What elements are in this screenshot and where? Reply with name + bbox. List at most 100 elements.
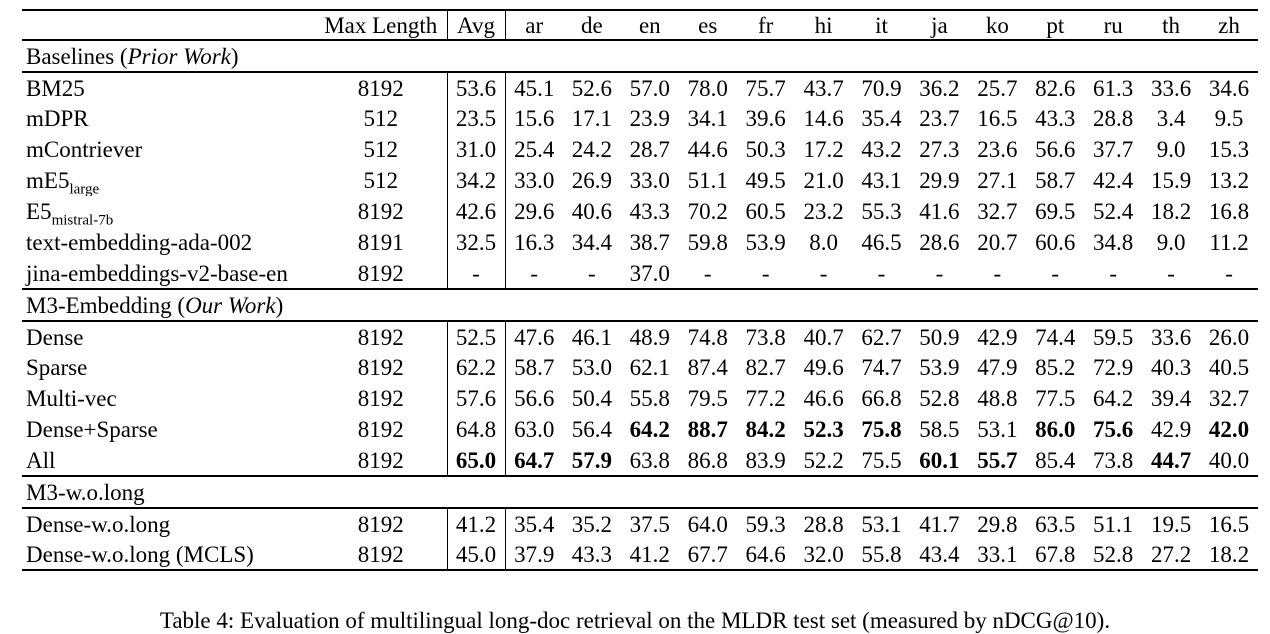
score-value: 74.8 [687, 324, 728, 350]
section-header: M3-w.o.long [26, 479, 145, 505]
table-header-row: Max Length Avg ar de en es fr hi it ja k… [22, 10, 1258, 40]
score-value: 77.5 [1035, 386, 1076, 411]
score-value: 66.8 [861, 386, 902, 411]
model-name: Dense-w.o.long [26, 511, 171, 537]
score-value: 44.6 [687, 137, 728, 162]
score-value: 26.9 [571, 168, 612, 193]
score-value: 40.3 [1150, 355, 1192, 380]
score-value: 75.7 [745, 75, 786, 101]
score-value: 57.0 [629, 75, 670, 101]
score-value: 64.2 [629, 417, 670, 442]
score-value: 49.5 [745, 168, 786, 193]
score-value: 52.8 [919, 386, 960, 411]
max-length-value: 8192 [357, 386, 404, 411]
score-value: 16.5 [977, 106, 1018, 131]
score-value: 56.4 [571, 417, 612, 442]
score-value: 74.4 [1035, 324, 1076, 350]
score-value: 82.6 [1035, 75, 1076, 101]
score-value: 53.1 [861, 511, 902, 537]
model-name-subscript: large [69, 181, 100, 196]
model-name: Dense+Sparse [26, 417, 158, 442]
column-header-lang: it [875, 12, 888, 38]
model-name-subscript: mistral-7b [51, 212, 114, 227]
score-value: 34.4 [571, 230, 612, 255]
score-value: 43.3 [1035, 106, 1076, 131]
score-value: 50.9 [919, 324, 960, 350]
score-value: 69.5 [1035, 199, 1076, 224]
score-value: 72.9 [1093, 355, 1134, 380]
score-value: 85.2 [1035, 355, 1076, 380]
table-row: mDPR 512 23.5 15.6 17.1 23.9 34.1 39.6 14.6 35.4 2… [22, 103, 1258, 134]
score-value: 17.2 [803, 137, 844, 162]
table-row: mE5large 512 34.2 33.0 26.9 33.0 51.1 49.5 21.0 4… [22, 165, 1258, 196]
score-value: 58.7 [504, 352, 563, 383]
score-value: 29.6 [504, 196, 563, 227]
column-header-lang: ko [985, 12, 1009, 38]
column-header-lang: es [698, 12, 718, 38]
score-value: 64.6 [745, 541, 786, 567]
score-value: 40.6 [571, 199, 612, 224]
table-row: BM25 8192 53.6 45.1 52.6 57.0 78.0 75.7 43.7 70.9… [22, 72, 1258, 103]
score-value: 41.2 [629, 541, 670, 567]
column-header-lang: ru [1103, 12, 1123, 38]
score-value: 18.2 [1150, 199, 1192, 224]
section-header-row: M3-w.o.long [22, 476, 1258, 508]
score-value: 35.4 [504, 508, 563, 539]
score-value: - [819, 260, 828, 286]
score-value: 43.7 [803, 75, 844, 101]
table-row: E5mistral-7b 8192 42.6 29.6 40.6 43.3 70.2 60.5… [22, 196, 1258, 227]
avg-value: 64.8 [446, 414, 505, 445]
score-value: 44.7 [1150, 447, 1192, 473]
score-value: 28.6 [919, 230, 960, 255]
score-value: 15.3 [1208, 137, 1250, 162]
section-header-row: Baselines (Prior Work) [22, 40, 1258, 72]
score-value: 33.6 [1150, 324, 1192, 350]
avg-value: 53.6 [446, 72, 505, 103]
score-value: 59.5 [1093, 324, 1134, 350]
avg-value: 23.5 [446, 103, 505, 134]
score-value: 55.8 [861, 541, 902, 567]
max-length-value: 512 [363, 168, 399, 193]
score-value: 29.9 [919, 168, 960, 193]
score-value: 39.6 [745, 106, 786, 131]
score-value: 33.0 [504, 165, 563, 196]
score-value: 59.8 [687, 230, 728, 255]
score-value: 42.9 [977, 324, 1018, 350]
avg-value: 52.5 [446, 321, 505, 352]
score-value: 57.9 [571, 447, 612, 473]
score-value: 47.6 [504, 321, 563, 352]
score-value: 41.6 [919, 199, 960, 224]
column-header-lang: ar [504, 10, 563, 40]
score-value: 75.5 [861, 447, 902, 473]
score-value: 40.0 [1208, 447, 1250, 473]
max-length-value: 8192 [357, 199, 404, 224]
column-header-lang: fr [757, 12, 774, 38]
avg-value: 57.6 [446, 383, 505, 414]
score-value: 43.1 [861, 168, 902, 193]
score-value: 14.6 [803, 106, 844, 131]
score-value: 62.1 [629, 355, 670, 380]
column-header-lang: en [638, 12, 661, 38]
score-value: - [1109, 260, 1118, 286]
score-value: 52.2 [803, 447, 844, 473]
score-value: 55.3 [861, 199, 902, 224]
score-value: 8.0 [809, 230, 838, 255]
score-value: 24.2 [571, 137, 612, 162]
score-value: 51.1 [1093, 511, 1134, 537]
table-row: Dense-w.o.long 8192 41.2 35.4 35.2 37.5 64.0 59… [22, 508, 1258, 539]
score-value: 40.5 [1208, 355, 1250, 380]
max-length-value: 8192 [357, 355, 404, 380]
score-value: 17.1 [571, 106, 612, 131]
score-value: 83.9 [745, 447, 786, 473]
score-value: 23.6 [977, 137, 1018, 162]
score-value: 18.2 [1208, 541, 1250, 567]
score-value: 16.3 [504, 227, 563, 258]
score-value: 47.9 [977, 355, 1018, 380]
score-value: - [703, 260, 712, 286]
max-length-value: 8191 [357, 230, 404, 255]
score-value: 46.1 [571, 324, 612, 350]
score-value: 52.8 [1093, 541, 1134, 567]
score-value: 46.5 [861, 230, 902, 255]
max-length-value: 512 [363, 106, 399, 131]
